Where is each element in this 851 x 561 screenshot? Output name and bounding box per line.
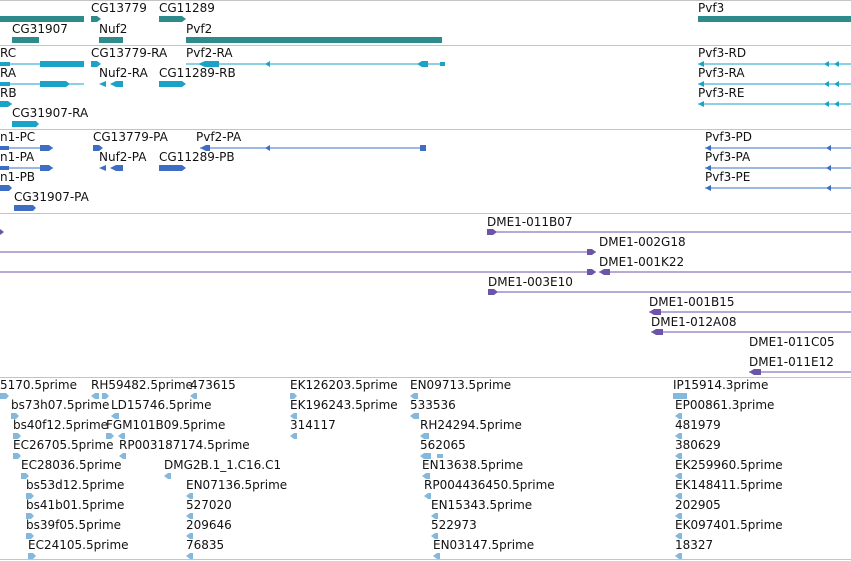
feature-label: bs39f05.5prime xyxy=(26,518,122,532)
feature-label: 473615 xyxy=(190,378,236,392)
feature-label: 481979 xyxy=(675,418,721,432)
track-separator xyxy=(0,45,851,46)
feature-label: EK259960.5prime xyxy=(675,458,783,472)
feature-label: EK097401.5prime xyxy=(675,518,783,532)
feature-label: 380629 xyxy=(675,438,721,452)
feature-label: DMG2B.1_1.C16.C1 xyxy=(164,458,282,472)
feature-label: n1-PB xyxy=(0,170,36,184)
protein-glyphs[interactable] xyxy=(0,130,851,214)
feature-label: bs73h07.5prime xyxy=(11,398,110,412)
feature-label: Pvf3-RD xyxy=(698,46,747,60)
feature-label: CG13779 xyxy=(91,1,147,15)
feature-label: Pvf2 xyxy=(186,22,213,36)
feature-label: CG11289-PB xyxy=(159,150,235,164)
feature-label: RH59482.5prime xyxy=(91,378,193,392)
feature-label: DME1-011B07 xyxy=(487,215,573,229)
feature-label: CG11289 xyxy=(159,1,215,15)
feature-label: RC xyxy=(0,46,17,60)
feature-label: Pvf2-PA xyxy=(196,130,242,144)
feature-label: 18327 xyxy=(675,538,714,552)
feature-label: 562065 xyxy=(420,438,466,452)
feature-label: EN03147.5prime xyxy=(433,538,535,552)
feature-label: DME1-001K22 xyxy=(599,255,685,269)
feature-label: RH24294.5prime xyxy=(420,418,522,432)
feature-label: Pvf3-RA xyxy=(698,66,745,80)
feature-label: Pvf3-PA xyxy=(705,150,751,164)
feature-label: 522973 xyxy=(431,518,477,532)
mrna-glyphs[interactable] xyxy=(0,46,851,130)
feature-label: Pvf3 xyxy=(698,1,725,15)
feature-label: EN09713.5prime xyxy=(410,378,512,392)
feature-label: CG31907-PA xyxy=(14,190,89,204)
feature-label: Nuf2 xyxy=(99,22,128,36)
feature-label: bs53d12.5prime xyxy=(26,478,125,492)
feature-label: CG31907-RA xyxy=(12,106,89,120)
track-separator xyxy=(0,377,851,378)
feature-label: CG11289-RB xyxy=(159,66,236,80)
feature-label: Pvf3-PD xyxy=(705,130,753,144)
feature-label: EN13638.5prime xyxy=(422,458,524,472)
track-separator xyxy=(0,0,851,1)
feature-label: EC24105.5prime xyxy=(28,538,129,552)
feature-label: n1-PA xyxy=(0,150,35,164)
feature-label: EC28036.5prime xyxy=(21,458,122,472)
feature-label: Pvf3-PE xyxy=(705,170,751,184)
feature-label: DME1-003E10 xyxy=(488,275,573,289)
feature-label: CG13779-PA xyxy=(93,130,168,144)
feature-label: 527020 xyxy=(186,498,232,512)
feature-label: EC26705.5prime xyxy=(13,438,114,452)
feature-label: 533536 xyxy=(410,398,456,412)
feature-label: Nuf2-PA xyxy=(99,150,147,164)
feature-label: EN07136.5prime xyxy=(186,478,288,492)
feature-label: EN15343.5prime xyxy=(431,498,533,512)
feature-label: 314117 xyxy=(290,418,336,432)
feature-label: RP003187174.5prime xyxy=(119,438,250,452)
feature-label: EK196243.5prime xyxy=(290,398,398,412)
feature-label: LD15746.5prime xyxy=(111,398,212,412)
feature-label: n1-PC xyxy=(0,130,36,144)
feature-label: RA xyxy=(0,66,17,80)
feature-label: EK126203.5prime xyxy=(290,378,398,392)
feature-label: DME1-011C05 xyxy=(749,335,835,349)
feature-label: Pvf2-RA xyxy=(186,46,233,60)
feature-label: CG31907 xyxy=(12,22,68,36)
feature-label: 5170.5prime xyxy=(0,378,77,392)
feature-label: DME1-001B15 xyxy=(649,295,735,309)
track-separator xyxy=(0,129,851,130)
gene-glyphs[interactable] xyxy=(0,0,851,46)
feature-label: CG13779-RA xyxy=(91,46,168,60)
feature-label: IP15914.3prime xyxy=(673,378,769,392)
feature-label: 209646 xyxy=(186,518,232,532)
feature-label: DME1-002G18 xyxy=(599,235,686,249)
feature-label: RP004436450.5prime xyxy=(424,478,555,492)
clone-glyphs[interactable] xyxy=(0,214,851,378)
feature-label: Nuf2-RA xyxy=(99,66,148,80)
feature-label: bs40f12.5prime xyxy=(13,418,109,432)
feature-label: RB xyxy=(0,86,17,100)
feature-label: EK148411.5prime xyxy=(675,478,783,492)
track-separator xyxy=(0,559,851,560)
track-separator xyxy=(0,213,851,214)
feature-label: 76835 xyxy=(186,538,225,552)
feature-label: 202905 xyxy=(675,498,721,512)
feature-label: Pvf3-RE xyxy=(698,86,745,100)
feature-label: DME1-012A08 xyxy=(651,315,737,329)
feature-label: bs41b01.5prime xyxy=(26,498,125,512)
feature-label: FGM101B09.5prime xyxy=(106,418,226,432)
est-glyphs[interactable] xyxy=(0,378,851,560)
feature-label: EP00861.3prime xyxy=(675,398,775,412)
feature-label: DME1-011E12 xyxy=(749,355,834,369)
